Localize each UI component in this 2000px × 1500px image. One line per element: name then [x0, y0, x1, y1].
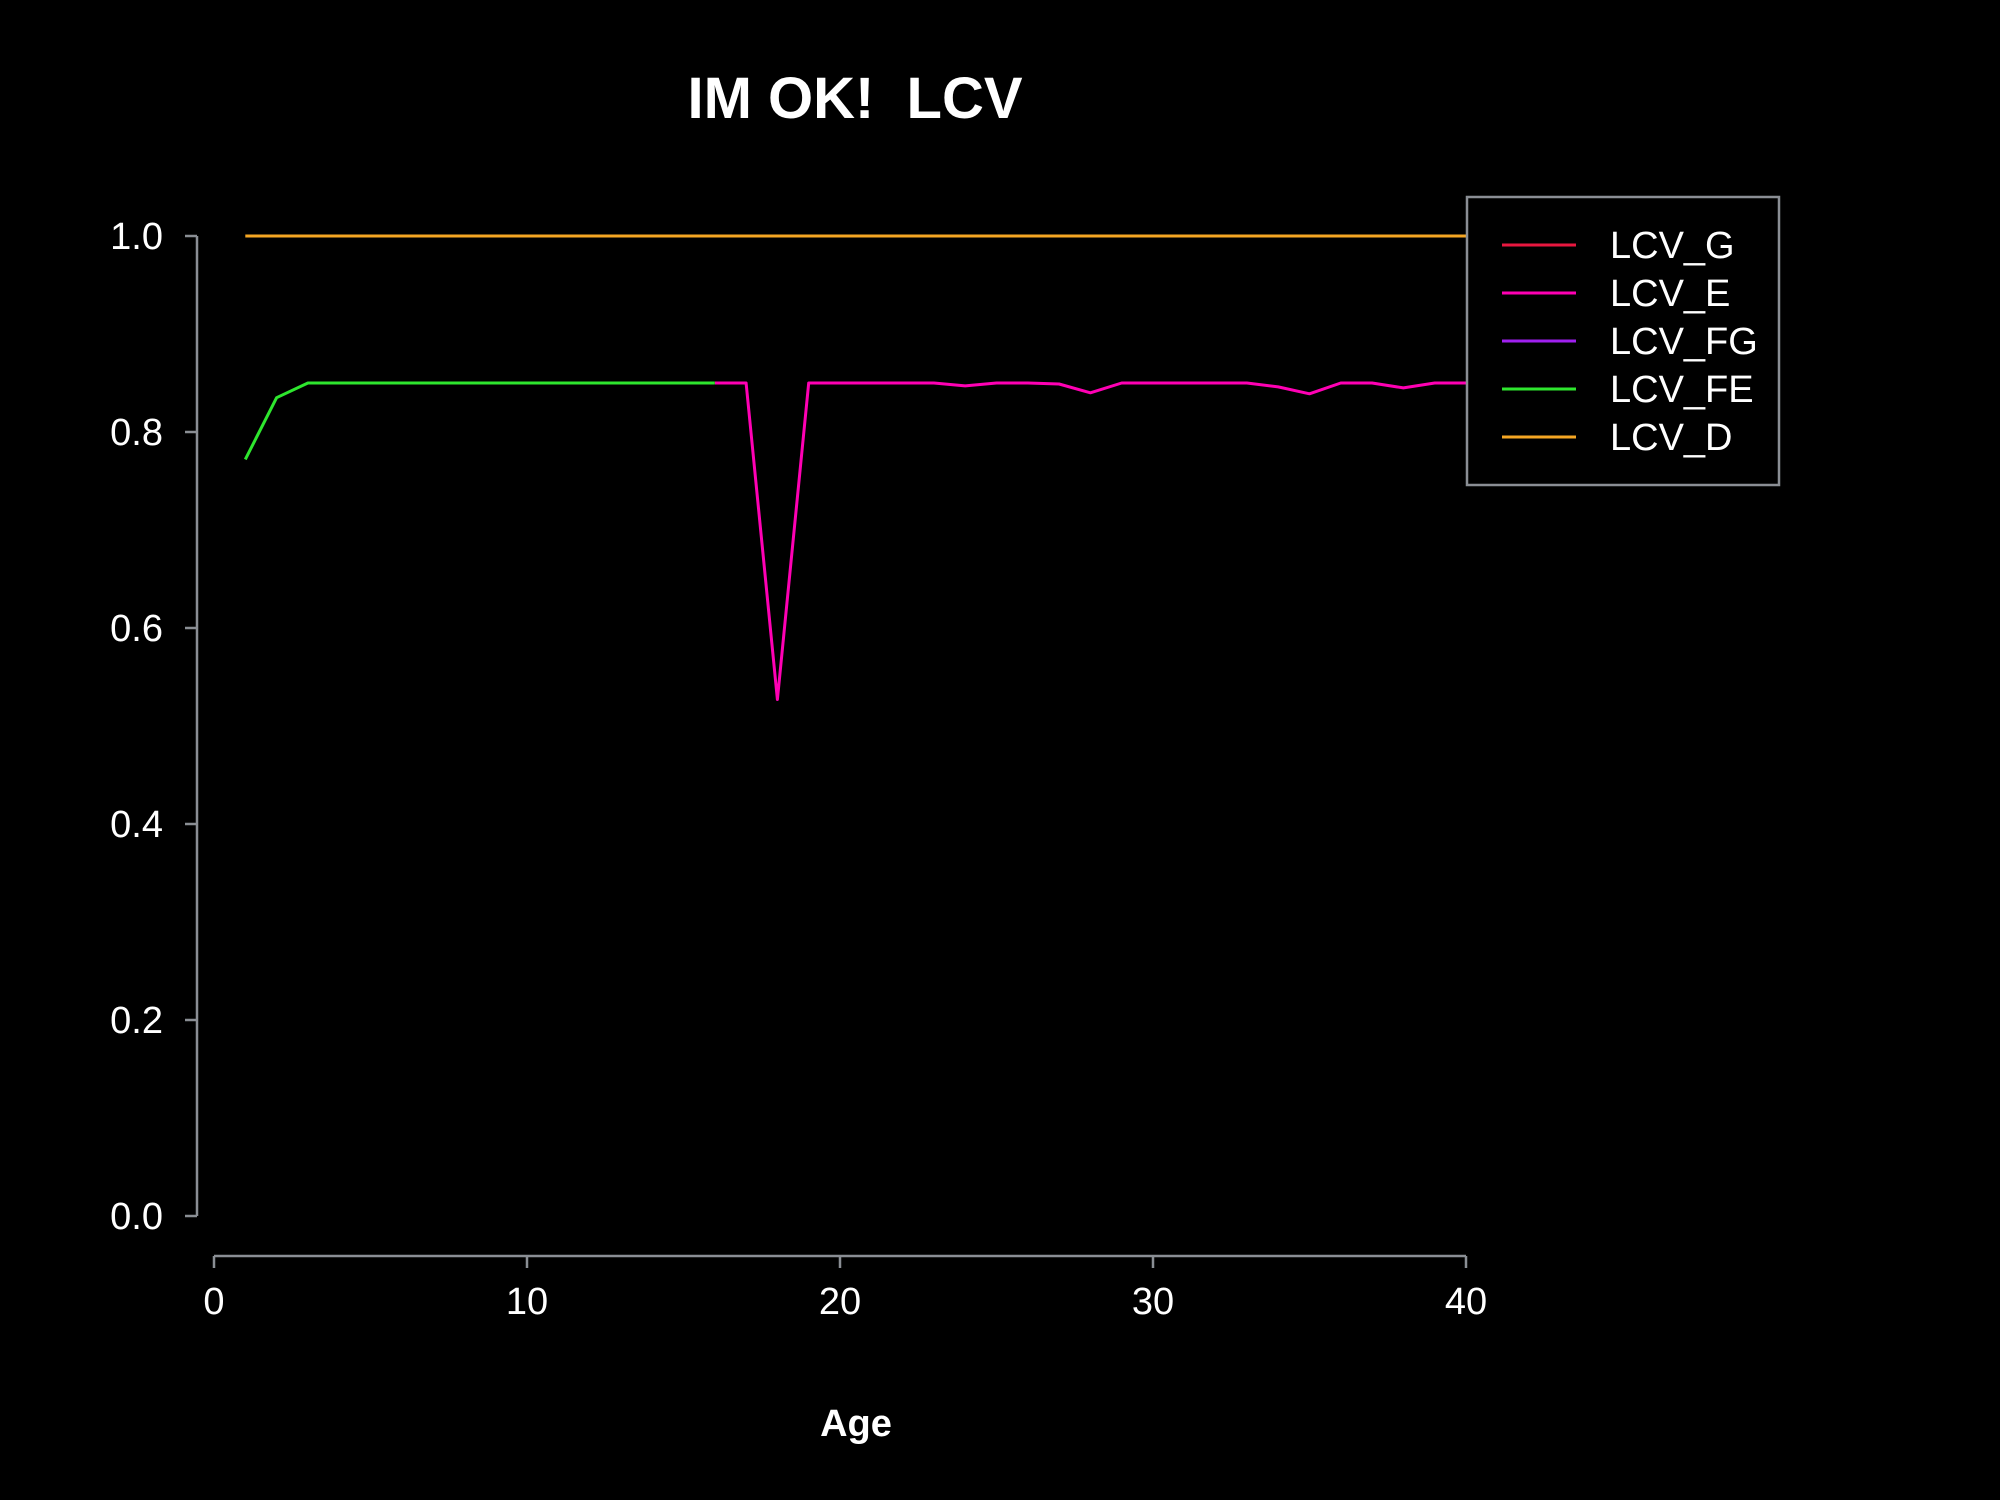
legend-label-lcv-fe: LCV_FE	[1610, 369, 1754, 411]
plot-area	[243, 234, 1466, 701]
y-axis: 0.0 0.2 0.4 0.6 0.8 1.0	[110, 216, 199, 1238]
legend-label-lcv-e: LCV_E	[1610, 273, 1730, 315]
y-tick-label: 0.8	[110, 412, 163, 454]
legend-label-lcv-fg: LCV_FG	[1610, 321, 1758, 363]
y-tick-label: 0.6	[110, 608, 163, 650]
y-tick-label: 0.2	[110, 1000, 163, 1042]
x-tick-label: 20	[819, 1281, 861, 1323]
y-tick-label: 1.0	[110, 216, 163, 258]
x-axis-label: Age	[820, 1403, 892, 1445]
x-tick-label: 0	[203, 1281, 224, 1323]
x-tick-label: 30	[1132, 1281, 1174, 1323]
x-tick-label: 10	[506, 1281, 548, 1323]
legend-label-lcv-g: LCV_G	[1610, 225, 1735, 267]
x-tick-label: 40	[1445, 1281, 1487, 1323]
legend-label-lcv-d: LCV_D	[1610, 417, 1733, 459]
chart-title: IM OK! LCV	[687, 66, 1022, 131]
series-line-lcv-fe	[243, 381, 715, 461]
series-line-lcv-e	[714, 381, 1466, 701]
y-tick-label: 0.0	[110, 1196, 163, 1238]
y-tick-label: 0.4	[110, 804, 163, 846]
x-axis: 0 10 20 30 40	[203, 1254, 1487, 1323]
legend: LCV_G LCV_E LCV_FG LCV_FE LCV_D	[1465, 195, 1781, 487]
